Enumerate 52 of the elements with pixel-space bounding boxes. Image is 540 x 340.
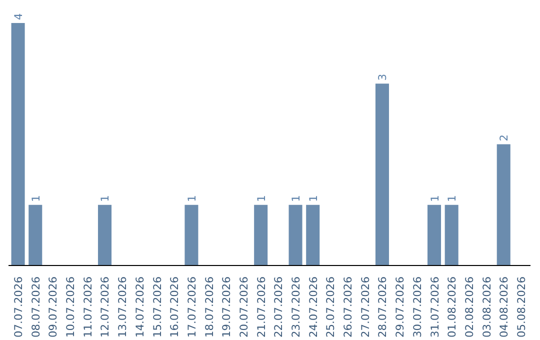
data-label: 3: [376, 74, 390, 81]
data-label: 2: [498, 134, 511, 142]
x-tick-label: 31.07.2026: [428, 276, 442, 338]
x-tick-label: 20.07.2026: [237, 276, 250, 338]
x-tick-label: 12.07.2026: [98, 276, 112, 338]
bar: [496, 144, 510, 266]
data-label: 1: [306, 195, 320, 202]
x-tick-label: 09.07.2026: [46, 276, 60, 338]
x-tick-label: 15.07.2026: [150, 276, 164, 338]
x-tick-label: 17.07.2026: [185, 276, 198, 338]
bar: [254, 204, 268, 266]
data-label: 1: [98, 195, 112, 202]
data-label: 1: [446, 195, 459, 202]
x-tick-label: 03.08.2026: [480, 276, 494, 338]
bar: [306, 204, 320, 266]
x-tick-label: 14.07.2026: [133, 276, 146, 338]
x-tick-label: 29.07.2026: [394, 276, 407, 338]
x-tick-label: 24.07.2026: [306, 276, 320, 338]
x-tick-label: 27.07.2026: [358, 276, 372, 338]
x-tick-label: 18.07.2026: [202, 276, 216, 338]
bar: [11, 23, 25, 266]
x-tick-label: 11.07.2026: [81, 276, 94, 338]
x-tick-label: 08.07.2026: [29, 276, 42, 338]
x-tick-label: 02.08.2026: [462, 276, 476, 338]
data-label: 1: [185, 195, 198, 202]
data-label: 1: [254, 195, 268, 202]
data-label: 1: [428, 195, 442, 202]
x-tick-label: 28.07.2026: [376, 276, 390, 338]
x-tick-label: 22.07.2026: [272, 276, 286, 338]
x-tick-label: 07.07.2026: [12, 276, 26, 338]
bar: [427, 204, 442, 266]
x-tick-label: 23.07.2026: [290, 276, 303, 338]
bar: [288, 204, 302, 266]
x-tick-label: 30.07.2026: [410, 276, 424, 338]
x-tick-label: 19.07.2026: [220, 276, 234, 338]
x-tick-label: 01.08.2026: [446, 276, 459, 338]
x-tick-label: 25.07.2026: [324, 276, 338, 338]
x-tick-label: 21.07.2026: [254, 276, 268, 338]
x-tick-label: 10.07.2026: [64, 276, 78, 338]
bar: [184, 204, 198, 266]
x-tick-label: 16.07.2026: [168, 276, 182, 338]
x-tick-label: 05.08.2026: [514, 276, 528, 338]
x-tick-label: 13.07.2026: [116, 276, 130, 338]
bar: [98, 204, 112, 266]
bar: [28, 204, 42, 266]
data-label: 1: [29, 195, 42, 202]
bar: [444, 204, 458, 266]
bar: [375, 84, 389, 266]
data-label: 1: [290, 195, 303, 202]
data-label: 4: [12, 13, 26, 20]
x-tick-label: 04.08.2026: [498, 276, 511, 338]
x-tick-label: 26.07.2026: [342, 276, 355, 338]
